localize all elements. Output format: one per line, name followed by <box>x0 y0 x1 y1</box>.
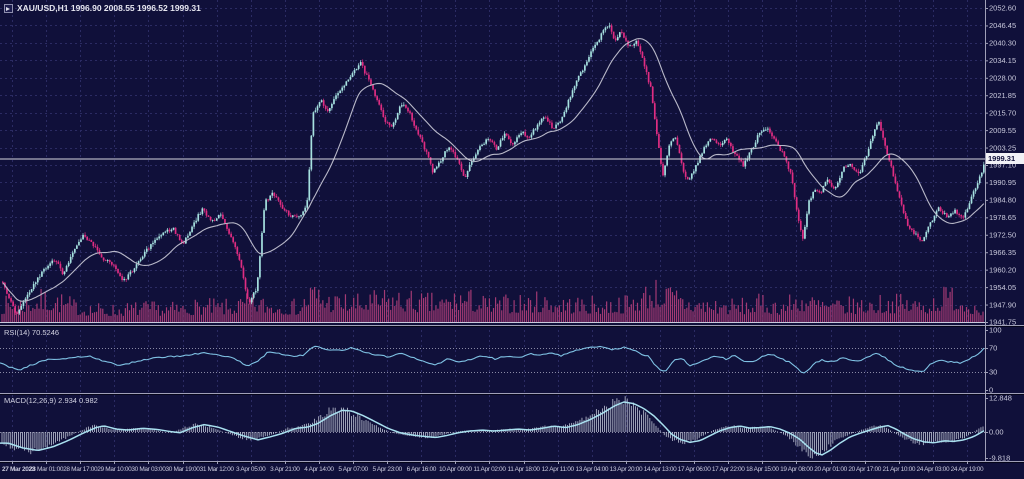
price-tick-label: 2021.85 <box>989 91 1016 100</box>
time-tick-label: 11 Apr 18:00 <box>508 466 541 473</box>
price-tick-label: 1954.05 <box>989 283 1016 292</box>
volume-bars <box>0 279 985 323</box>
time-tick-label: 31 Mar 12:00 <box>200 466 235 473</box>
time-tick-label: 12 Apr 11:00 <box>542 466 575 473</box>
time-tick-label: 28 Mar 17:00 <box>63 466 98 473</box>
time-tick-label: 3 Apr 05:00 <box>236 466 266 473</box>
time-tick-label: 19 Apr 08:00 <box>780 466 813 473</box>
time-tick-label: 17 Apr 06:00 <box>678 466 711 473</box>
time-tick-label: 5 Apr 07:00 <box>338 466 368 473</box>
time-tick-label: 6 Apr 16:00 <box>407 466 437 473</box>
time-tick-label: 24 Apr 19:00 <box>951 466 984 473</box>
time-tick-label: 20 Apr 17:00 <box>848 466 881 473</box>
time-tick-label: 29 Mar 10:00 <box>97 466 132 473</box>
grid-layer <box>0 0 985 461</box>
price-tick-label: 1960.20 <box>989 265 1016 274</box>
time-tick-label: 24 Apr 03:00 <box>917 466 950 473</box>
time-tick-label: 11 Apr 02:00 <box>473 466 506 473</box>
price-tick-label: 1947.90 <box>989 300 1016 309</box>
price-tick-label: 2034.15 <box>989 56 1016 65</box>
rsi-tick-label: 70 <box>989 344 997 353</box>
price-tick-label: 2009.55 <box>989 126 1016 135</box>
time-tick-label: 30 Mar 03:00 <box>131 466 166 473</box>
time-tick-label: 10 Apr 09:00 <box>439 466 472 473</box>
pane-separators <box>0 325 1024 463</box>
macd-signal-line <box>0 401 985 456</box>
candles-layer <box>2 22 985 316</box>
time-tick-label: 17 Apr 22:00 <box>712 466 745 473</box>
current-price-tag: 1999.31 <box>986 153 1024 164</box>
price-tick-label: 1978.65 <box>989 213 1016 222</box>
time-tick-label: 21 Apr 10:00 <box>882 466 915 473</box>
price-tick-label: 2003.25 <box>989 143 1016 152</box>
macd-pane <box>0 396 985 459</box>
price-tick-label: 2040.30 <box>989 39 1016 48</box>
price-tick-label: 1941.75 <box>989 318 1016 327</box>
price-tick-label: 1972.50 <box>989 230 1016 239</box>
macd-tick-label: -9.818 <box>989 454 1010 463</box>
time-tick-label: 14 Apr 13:00 <box>644 466 677 473</box>
price-axis: 2052.60 2046.45 2040.30 2034.15 2028.00 2021.… <box>985 0 1016 463</box>
rsi-tick-label: 30 <box>989 368 997 377</box>
rsi-line <box>0 345 985 374</box>
rsi-tick-label: 0 <box>989 386 993 395</box>
price-tick-label: 2015.70 <box>989 108 1016 117</box>
time-tick-label: 20 Apr 01:00 <box>814 466 847 473</box>
time-tick-label: 3 Apr 21:00 <box>270 466 300 473</box>
price-tick-label: 1966.35 <box>989 248 1016 257</box>
time-tick-label: 4 Apr 14:00 <box>304 466 334 473</box>
price-tick-label: 2046.45 <box>989 21 1016 30</box>
price-tick-label: 2028.00 <box>989 73 1016 82</box>
macd-tick-label: 0.00 <box>989 428 1004 437</box>
time-tick-label: 13 Apr 20:00 <box>610 466 643 473</box>
price-tick-label: 1990.95 <box>989 178 1016 187</box>
time-tick-label: 27 Mar 2023 <box>2 466 36 473</box>
time-tick-label: 28 Mar 01:00 <box>29 466 64 473</box>
price-tick-label: 2052.60 <box>989 4 1016 13</box>
moving-average-line <box>2 38 985 302</box>
rsi-pane <box>0 345 985 374</box>
price-tick-label: 1997.10 <box>989 161 1016 170</box>
time-tick-label: 5 Apr 23:00 <box>372 466 402 473</box>
macd-tick-label: 12.848 <box>989 394 1012 403</box>
time-tick-label: 30 Mar 19:00 <box>165 466 200 473</box>
price-tick-label: 1984.80 <box>989 196 1016 205</box>
time-tick-label: 13 Apr 04:00 <box>575 466 608 473</box>
time-tick-label: 18 Apr 15:00 <box>746 466 779 473</box>
rsi-tick-label: 100 <box>989 326 1002 335</box>
